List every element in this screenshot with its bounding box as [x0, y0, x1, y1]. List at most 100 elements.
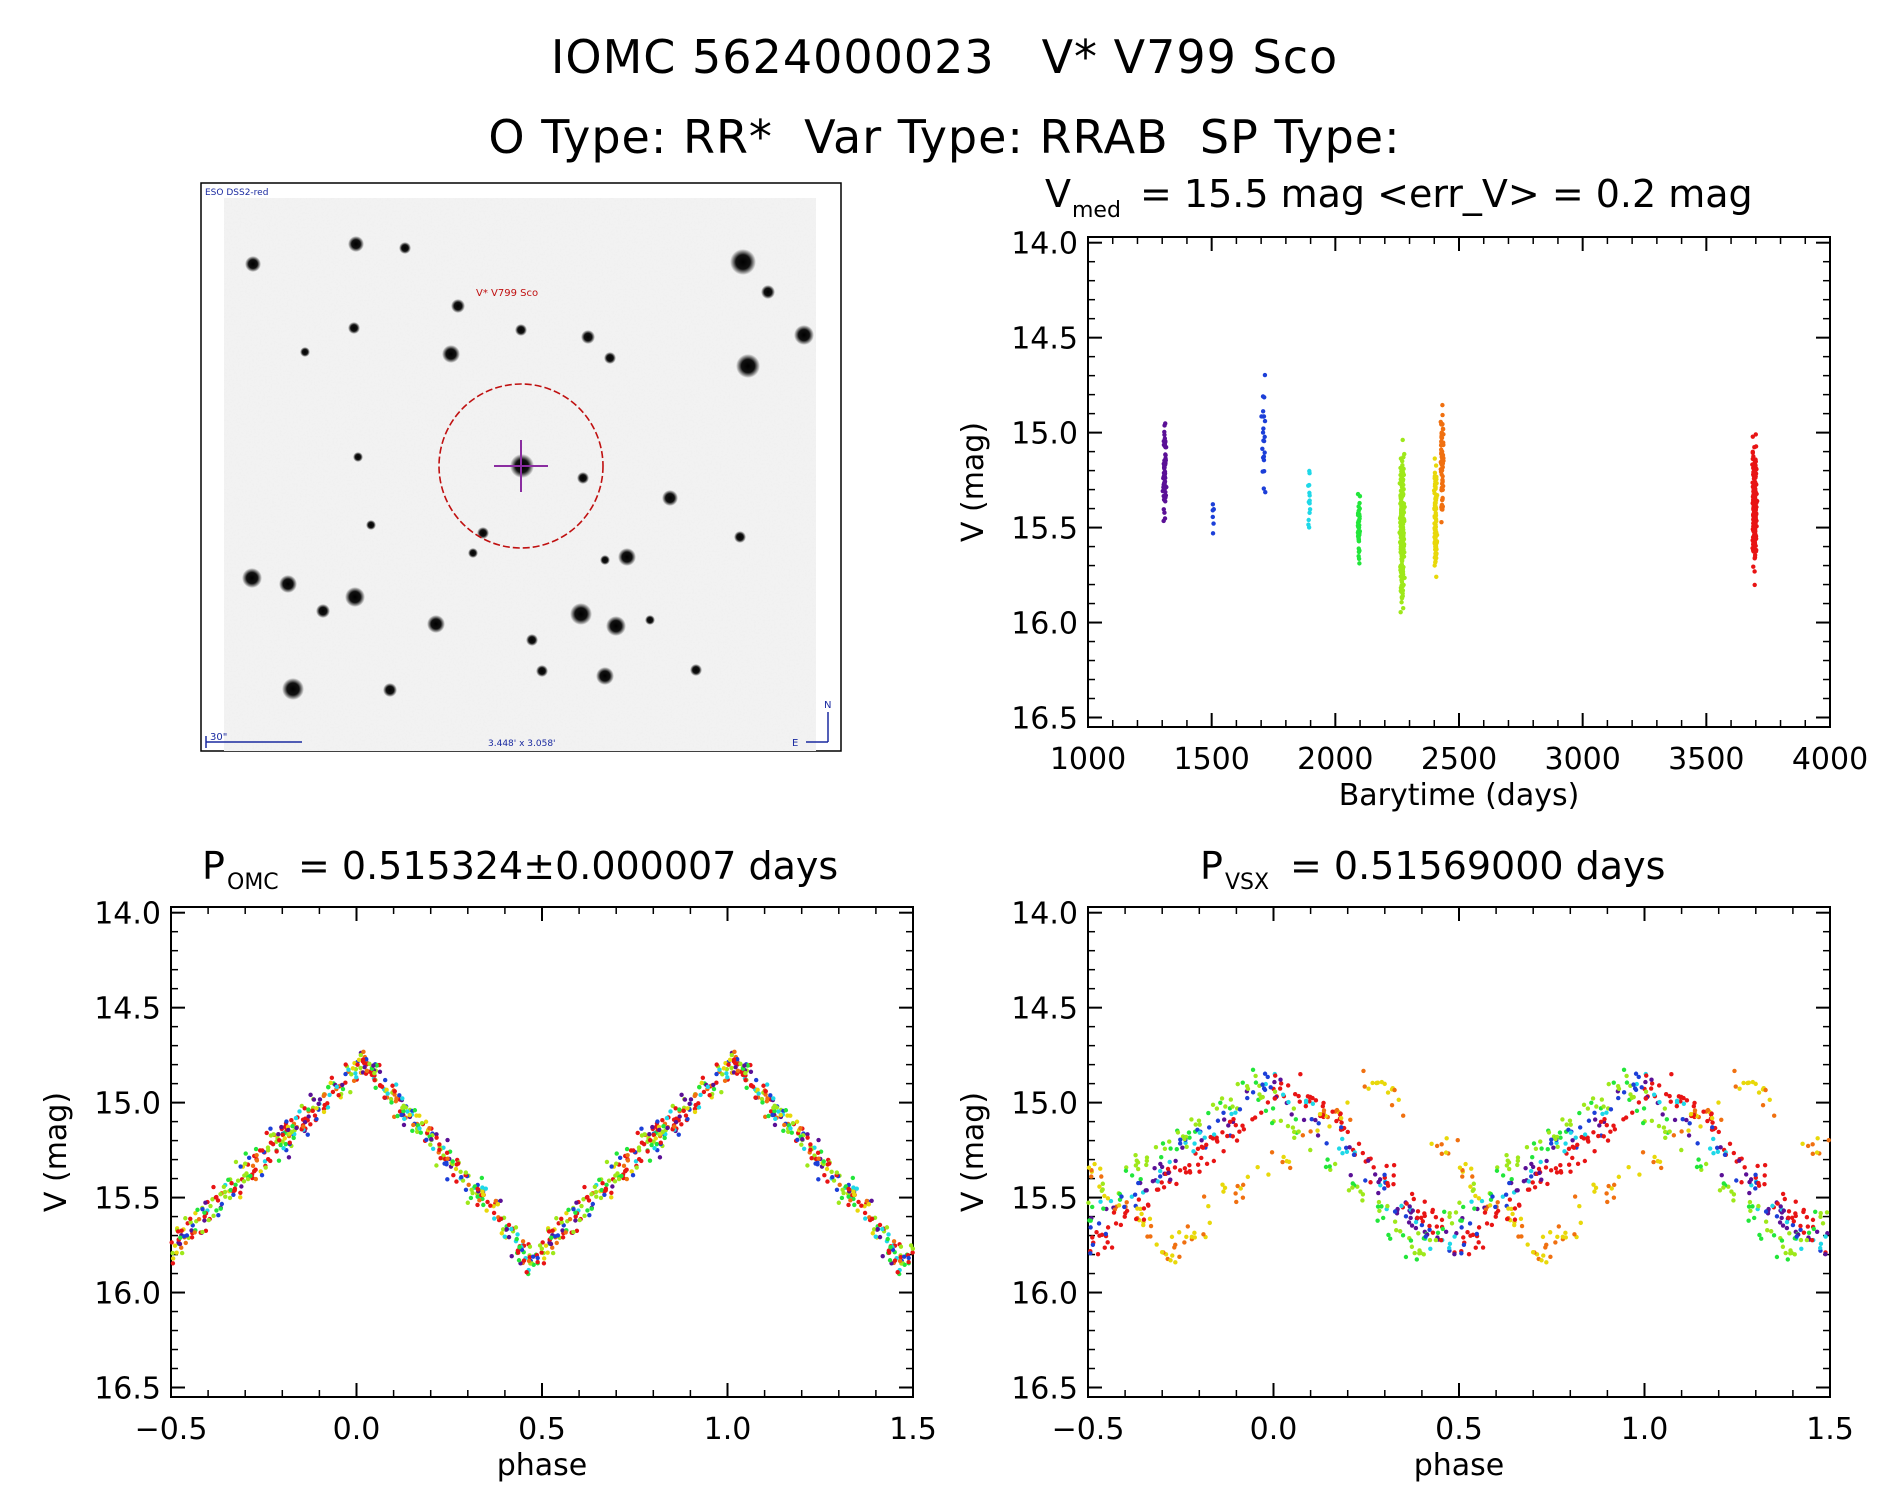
phase-point: [1692, 1108, 1698, 1113]
phase-point: [1384, 1163, 1389, 1169]
phase-point: [1103, 1231, 1109, 1237]
lc-point: [1163, 457, 1168, 463]
phase-point: [1547, 1230, 1553, 1235]
phase-point: [1155, 1179, 1161, 1184]
phase-point: [382, 1095, 387, 1100]
phase-point: [1233, 1191, 1238, 1196]
lc-point: [1399, 522, 1404, 527]
phase-point: [527, 1254, 532, 1260]
phase-point: [1348, 1117, 1353, 1122]
phase-point: [1343, 1145, 1349, 1151]
lc-ticks: 1000 1500 2000 2500 3000 3500 400014.014.515.0…: [1011, 227, 1868, 777]
phase-point: [1640, 1150, 1646, 1155]
phase-point: [1412, 1250, 1417, 1256]
phase-point: [1674, 1103, 1680, 1109]
phase-point: [1391, 1162, 1397, 1168]
lc-point: [1750, 456, 1756, 462]
phase-point: [756, 1091, 761, 1096]
phase-point: [1222, 1185, 1228, 1191]
phase-point: [177, 1241, 183, 1247]
phase-point: [1524, 1144, 1530, 1150]
phase-point: [1141, 1217, 1147, 1222]
phase-point: [419, 1120, 425, 1126]
lc-point: [1750, 462, 1755, 467]
phase-point: [717, 1067, 722, 1072]
lc-x-axis-label: Barytime (days): [1339, 778, 1580, 813]
phase-point: [1340, 1151, 1345, 1156]
phase-point: [1672, 1117, 1678, 1123]
phase-point: [1124, 1200, 1129, 1205]
phase-point: [910, 1250, 915, 1255]
phase-point: [1746, 1080, 1752, 1085]
phase-point: [711, 1082, 716, 1088]
lc-point: [1307, 510, 1312, 515]
phase-point: [1361, 1068, 1366, 1074]
phase-point: [630, 1172, 636, 1178]
field-star: [353, 452, 363, 462]
phase-point: [1710, 1120, 1715, 1125]
phase-point: [846, 1194, 851, 1199]
phase-point: [214, 1208, 219, 1213]
lc-point: [1433, 504, 1438, 509]
lc-point: [1399, 491, 1404, 496]
phase-point: [1366, 1086, 1371, 1091]
phase-point: [1443, 1150, 1449, 1155]
phase-point: [688, 1097, 694, 1102]
phase-point: [1762, 1162, 1768, 1168]
vsx-y-axis-label: V (mag): [956, 1092, 991, 1212]
phase-point: [1823, 1251, 1828, 1257]
phase-point: [1419, 1222, 1425, 1228]
phase-point: [677, 1107, 682, 1112]
phase-point: [1182, 1166, 1188, 1171]
lc-point: [1163, 444, 1168, 450]
phase-point: [1422, 1199, 1427, 1204]
phase-point: [1663, 1091, 1669, 1097]
phase-point: [1201, 1232, 1206, 1237]
phase-point: [388, 1096, 394, 1102]
phase-point: [174, 1250, 179, 1255]
phase-point: [871, 1227, 877, 1232]
phase-point: [794, 1119, 800, 1124]
phase-point: [824, 1166, 830, 1172]
phase-point: [908, 1243, 914, 1248]
phase-point: [1368, 1180, 1373, 1185]
phase-point: [1281, 1154, 1286, 1160]
phase-point: [1129, 1194, 1135, 1199]
phase-point: [888, 1244, 893, 1250]
phase-point: [649, 1142, 654, 1148]
y-tick-label: 15.5: [1011, 512, 1078, 547]
phase-point: [1514, 1188, 1519, 1193]
lc-point: [1751, 486, 1757, 491]
phase-point: [660, 1129, 666, 1134]
phase-point: [1606, 1183, 1611, 1189]
phase-point: [714, 1071, 719, 1077]
phase-point: [892, 1258, 898, 1263]
phase-point: [1591, 1182, 1596, 1187]
lc-point: [1211, 507, 1216, 512]
phase-point: [1220, 1130, 1225, 1135]
lc-point: [1751, 520, 1757, 525]
phase-point: [1671, 1133, 1677, 1138]
phase-point: [210, 1197, 215, 1202]
phase-point: [816, 1177, 821, 1182]
phase-point: [1321, 1100, 1326, 1106]
phase-point: [1344, 1149, 1350, 1154]
phase-point: [633, 1159, 639, 1164]
phase-point: [1636, 1074, 1641, 1080]
phase-point: [1459, 1218, 1464, 1223]
figure-title-line1: IOMC 5624000023 V* V799 Sco: [0, 30, 1889, 84]
phase-point: [1817, 1245, 1823, 1251]
x-tick-label: 0.5: [1435, 1412, 1483, 1447]
phase-point: [1469, 1166, 1474, 1171]
phase-point: [1684, 1098, 1690, 1103]
phase-point: [1604, 1110, 1609, 1115]
phase-point: [1443, 1229, 1449, 1234]
phase-point: [1263, 1108, 1269, 1113]
phase-point: [1455, 1138, 1460, 1143]
phase-point: [766, 1113, 771, 1119]
phase-point: [1313, 1117, 1318, 1123]
omc-title-sub: OMC: [227, 870, 279, 895]
lc-point: [1433, 539, 1438, 544]
phase-point: [1777, 1220, 1783, 1225]
phase-point: [265, 1148, 271, 1153]
